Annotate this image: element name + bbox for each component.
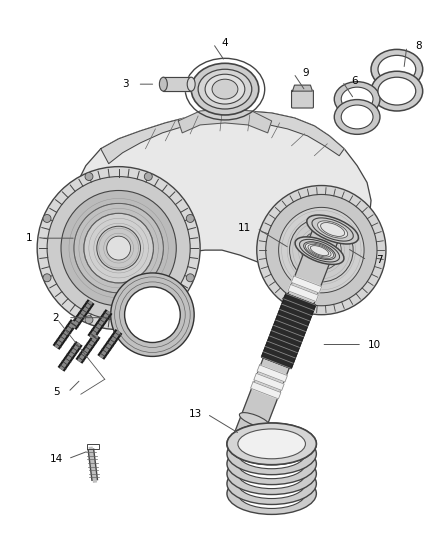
- Circle shape: [186, 214, 194, 222]
- Ellipse shape: [227, 443, 316, 484]
- Ellipse shape: [378, 55, 416, 83]
- Ellipse shape: [341, 87, 373, 111]
- Ellipse shape: [159, 77, 167, 91]
- Circle shape: [74, 204, 163, 293]
- Text: 14: 14: [49, 454, 63, 464]
- Ellipse shape: [312, 218, 353, 241]
- Ellipse shape: [240, 413, 269, 427]
- Circle shape: [107, 236, 131, 260]
- Circle shape: [186, 274, 194, 282]
- Text: 1: 1: [26, 233, 32, 243]
- Ellipse shape: [308, 244, 331, 257]
- Polygon shape: [288, 285, 318, 302]
- Circle shape: [290, 219, 353, 282]
- Circle shape: [47, 176, 190, 320]
- Ellipse shape: [238, 459, 305, 489]
- Ellipse shape: [334, 82, 380, 116]
- Ellipse shape: [311, 246, 328, 256]
- Text: 5: 5: [53, 387, 60, 397]
- Text: 13: 13: [188, 409, 202, 419]
- Ellipse shape: [238, 439, 305, 469]
- Ellipse shape: [371, 50, 423, 89]
- Text: 7: 7: [376, 255, 382, 265]
- Ellipse shape: [238, 449, 305, 479]
- Ellipse shape: [295, 237, 344, 264]
- Ellipse shape: [227, 423, 316, 465]
- Ellipse shape: [227, 473, 316, 514]
- Ellipse shape: [227, 453, 316, 495]
- Polygon shape: [163, 77, 191, 91]
- Ellipse shape: [187, 77, 195, 91]
- Ellipse shape: [334, 100, 380, 134]
- Circle shape: [37, 167, 200, 329]
- Ellipse shape: [304, 241, 336, 260]
- Ellipse shape: [212, 79, 238, 99]
- Ellipse shape: [238, 429, 305, 459]
- Ellipse shape: [238, 429, 305, 459]
- Text: 6: 6: [351, 76, 357, 86]
- Ellipse shape: [227, 463, 316, 504]
- Text: 11: 11: [238, 223, 251, 233]
- Ellipse shape: [198, 69, 252, 109]
- Circle shape: [145, 173, 152, 181]
- Circle shape: [266, 195, 377, 306]
- Polygon shape: [101, 111, 344, 164]
- Circle shape: [85, 316, 93, 324]
- Polygon shape: [251, 382, 281, 399]
- Circle shape: [111, 273, 194, 357]
- Text: 10: 10: [367, 340, 381, 350]
- Ellipse shape: [238, 479, 305, 508]
- Circle shape: [279, 207, 364, 293]
- Polygon shape: [71, 111, 371, 270]
- Text: 8: 8: [415, 42, 422, 51]
- Circle shape: [84, 213, 153, 283]
- Text: 9: 9: [302, 68, 309, 78]
- Ellipse shape: [341, 105, 373, 129]
- Text: 4: 4: [222, 38, 228, 49]
- Ellipse shape: [305, 243, 334, 259]
- Text: 2: 2: [53, 313, 60, 322]
- Ellipse shape: [378, 77, 416, 105]
- Ellipse shape: [318, 221, 348, 238]
- Polygon shape: [254, 373, 284, 390]
- Polygon shape: [178, 109, 272, 133]
- Circle shape: [124, 287, 180, 343]
- Polygon shape: [257, 365, 287, 382]
- Ellipse shape: [238, 469, 305, 498]
- Circle shape: [301, 230, 341, 270]
- Polygon shape: [261, 294, 316, 368]
- Text: 3: 3: [122, 79, 129, 89]
- Circle shape: [145, 316, 152, 324]
- Ellipse shape: [300, 239, 339, 262]
- Ellipse shape: [227, 423, 316, 465]
- Circle shape: [43, 274, 51, 282]
- Ellipse shape: [307, 215, 358, 244]
- FancyBboxPatch shape: [292, 90, 314, 108]
- Ellipse shape: [191, 63, 259, 115]
- Polygon shape: [293, 85, 312, 91]
- Circle shape: [43, 214, 51, 222]
- Polygon shape: [235, 220, 342, 442]
- Ellipse shape: [371, 71, 423, 111]
- Polygon shape: [291, 276, 321, 293]
- Ellipse shape: [227, 433, 316, 475]
- Ellipse shape: [205, 74, 245, 104]
- Ellipse shape: [321, 223, 345, 237]
- Circle shape: [97, 226, 141, 270]
- Circle shape: [257, 185, 386, 314]
- Circle shape: [85, 173, 93, 181]
- Circle shape: [61, 190, 176, 306]
